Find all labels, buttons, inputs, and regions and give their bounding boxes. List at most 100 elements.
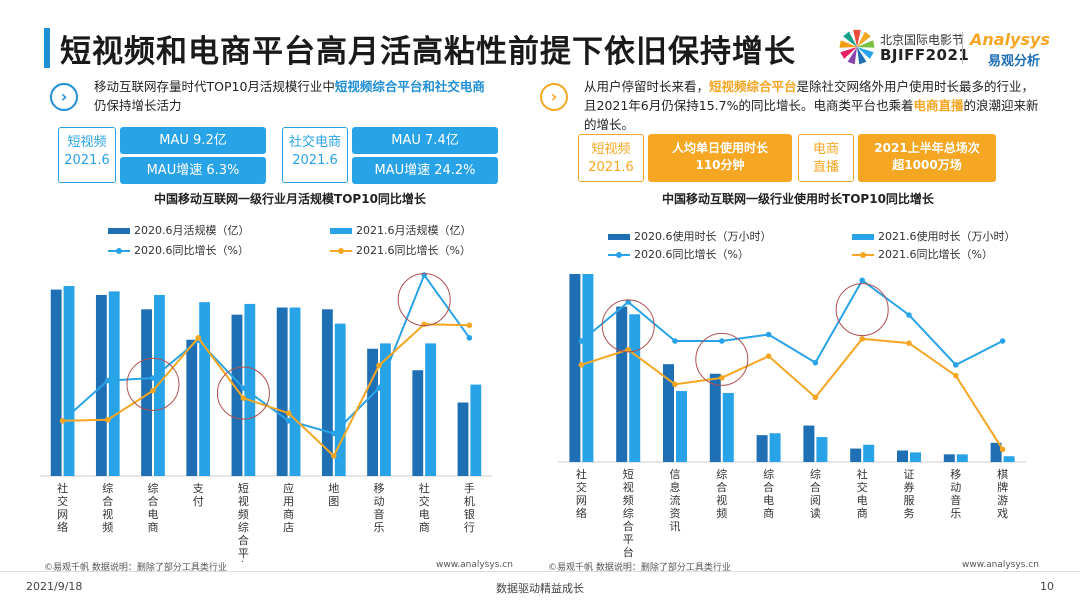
bar-2020 [276, 307, 288, 476]
right-intro: 从用户停留时长来看，短视频综合平台是除社交网络外用户使用时长最多的行业，且202… [584, 77, 1042, 134]
legend-swatch [330, 228, 352, 234]
bar-2021 [722, 392, 734, 462]
bar-2021 [582, 274, 594, 462]
highlight-circle [216, 366, 270, 420]
left-intro-prefix: 移动互联网存量时代TOP10月活规模行业中 [94, 79, 335, 94]
right-intro-p3: 的浪潮迎来新的增长。 [584, 98, 1039, 132]
bar-2021 [334, 323, 346, 476]
line-2020-point [859, 277, 865, 284]
right-chart: 社交网络 短视频综合平台 信息流资讯 综合视频 综合电商 综合阅读 社交电商 证券服务 移动音乐… [558, 274, 1026, 559]
legend-swatch [852, 252, 874, 258]
line-2021-path [581, 337, 1004, 450]
tag-short-video-label: 短视频 2021.6 [58, 127, 116, 183]
legend-swatch [608, 234, 630, 240]
legend-label: 2020.6使用时长（万小时） [634, 230, 772, 243]
legend-label: 2021.6同比增长（%） [356, 244, 471, 257]
bar-2021 [863, 444, 875, 462]
footer-date: 2021/9/18 [26, 580, 83, 593]
legend-label: 2021.6使用时长（万小时） [878, 230, 1016, 243]
bar-2020 [943, 454, 955, 462]
bar-2021 [816, 437, 828, 462]
x-tick-label: 棋牌游戏 [997, 467, 1008, 520]
line-2021-point [953, 372, 959, 379]
line-2021-point [150, 387, 156, 394]
line-2021-point [421, 321, 428, 328]
line-2021-point [672, 381, 678, 388]
tag-value-line2: 超1000万场 [892, 158, 962, 172]
bar-2021 [425, 343, 437, 476]
line-2021-point [376, 362, 382, 369]
x-tick-label: 综合电商 [148, 481, 159, 534]
legend-right-line2020: 2020.6同比增长（%） [608, 246, 749, 262]
bar-2020 [367, 348, 378, 476]
right-intro-highlight2: 电商直播 [913, 98, 964, 113]
legend-swatch [108, 228, 130, 234]
line-2021-point [859, 336, 865, 342]
bar-2020 [141, 309, 152, 476]
line-2020-point [150, 375, 156, 381]
bar-2021 [956, 454, 968, 462]
x-tick-label: 社交网络 [576, 467, 587, 520]
footer-divider [0, 571, 1080, 572]
legend-swatch [608, 252, 630, 258]
tag-short-video-time: 人均单日使用时长 110分钟 [648, 134, 792, 182]
analysys-logo-cn: 易观分析 [988, 54, 1041, 69]
line-2021-point [195, 335, 201, 341]
bar-2020 [803, 425, 815, 462]
bar-2020 [231, 314, 243, 476]
bar-2021 [154, 294, 165, 476]
right-intro-highlight1: 短视频综合平台 [709, 79, 797, 94]
line-2020-point [421, 272, 428, 278]
legend-right-bar2020: 2020.6使用时长（万小时） [608, 228, 772, 244]
x-tick-label: 综合视频 [716, 467, 727, 520]
bar-2021 [910, 452, 921, 462]
x-tick-label: 综合视频 [102, 481, 113, 534]
tag-value-line1: 2021上半年总场次 [874, 141, 980, 155]
tag-label-line1: 短视频 [591, 142, 631, 157]
line-2020-point [953, 362, 959, 368]
tag-label-line1: 电商 [812, 142, 839, 157]
line-2020-point [625, 299, 631, 305]
tag-label-line1: 短视频 [67, 135, 107, 150]
x-tick-label: 移动音乐 [374, 482, 385, 534]
highlight-circle [397, 273, 451, 327]
line-2021-point [578, 362, 585, 368]
bar-2020 [897, 450, 908, 462]
chevron-right-icon: › [50, 83, 78, 111]
x-tick-label: 应用商店 [283, 481, 294, 534]
legend-left-line2020: 2020.6同比增长（%） [108, 242, 249, 258]
legend-label: 2020.6月活规模（亿） [134, 224, 250, 237]
x-tick-label: 短视频综合平台 [238, 481, 249, 562]
line-2020-point [999, 338, 1006, 344]
right-intro-p2: 是除社交网络外用户使用时长最多的行业，且2021年6月仍保持15.7%的同比增长… [584, 79, 1035, 113]
line-2020-path [580, 278, 1004, 367]
bar-2021 [676, 391, 687, 462]
tag-label-line2: 2021.6 [64, 153, 110, 168]
line-2021-point [240, 395, 247, 401]
bar-2020 [663, 364, 674, 462]
x-tick-label: 社交电商 [857, 467, 868, 520]
legend-swatch [108, 248, 130, 254]
line-2021-point [999, 446, 1006, 453]
tag-label-line2: 直播 [812, 160, 839, 175]
right-chart-title: 中国移动互联网一级行业使用时长TOP10同比增长 [662, 192, 934, 206]
legend-label: 2020.6同比增长（%） [134, 244, 249, 257]
bar-2020 [850, 448, 862, 462]
bjiff-flower-icon [839, 29, 875, 65]
bar-2020 [990, 442, 1002, 462]
tag-live-ecom-count: 2021上半年总场次 超1000万场 [858, 134, 996, 182]
line-2020-point [105, 377, 111, 384]
legend-left-line2021: 2021.6同比增长（%） [330, 242, 471, 258]
x-tick-label: 地图 [328, 482, 339, 508]
line-2021-point [331, 453, 337, 459]
tag-label-line1: 社交电商 [288, 135, 341, 150]
legend-swatch [852, 234, 874, 240]
tag-value-line2: 110分钟 [695, 158, 745, 172]
line-2021-point [906, 340, 912, 346]
tag-social-ecom-label: 社交电商 2021.6 [282, 127, 348, 183]
highlight-circle [601, 299, 655, 353]
right-site: www.analysys.cn [962, 560, 1039, 570]
bar-2021 [769, 433, 781, 462]
legend-left-bar2021: 2021.6月活规模（亿） [330, 222, 472, 238]
x-tick-label: 短视频综合平台 [623, 467, 634, 559]
